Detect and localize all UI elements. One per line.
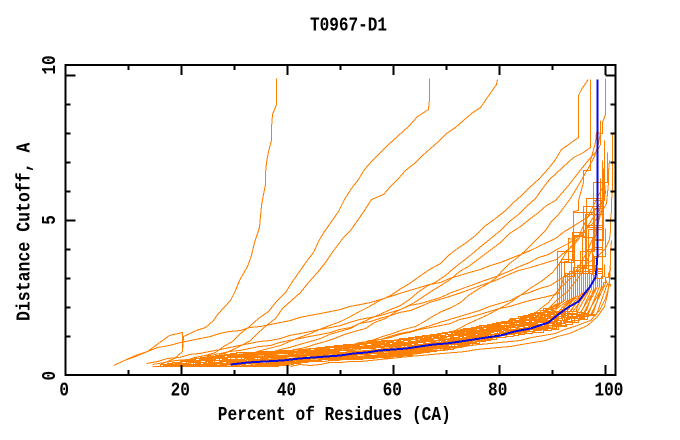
svg-text:10: 10 — [39, 55, 61, 74]
svg-text:100: 100 — [594, 380, 623, 402]
svg-text:80: 80 — [488, 380, 507, 402]
svg-text:60: 60 — [383, 380, 402, 402]
svg-text:Percent of Residues (CA): Percent of Residues (CA) — [218, 404, 451, 426]
svg-text:T0967-D1: T0967-D1 — [310, 15, 387, 37]
svg-text:Distance Cutoff, A: Distance Cutoff, A — [14, 142, 36, 321]
svg-text:20: 20 — [171, 380, 190, 402]
svg-text:40: 40 — [277, 380, 296, 402]
svg-text:0: 0 — [59, 380, 69, 402]
svg-text:5: 5 — [39, 215, 61, 225]
svg-text:0: 0 — [39, 371, 61, 381]
